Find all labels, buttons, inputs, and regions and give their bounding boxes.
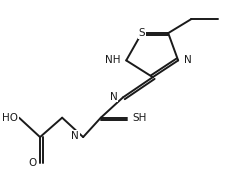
Text: N: N xyxy=(184,55,191,65)
Text: HO: HO xyxy=(2,113,18,123)
Text: O: O xyxy=(28,158,37,168)
Text: N: N xyxy=(71,131,79,141)
Text: N: N xyxy=(110,91,117,101)
Text: NH: NH xyxy=(105,55,121,65)
Text: SH: SH xyxy=(133,113,147,123)
Text: S: S xyxy=(138,28,145,38)
